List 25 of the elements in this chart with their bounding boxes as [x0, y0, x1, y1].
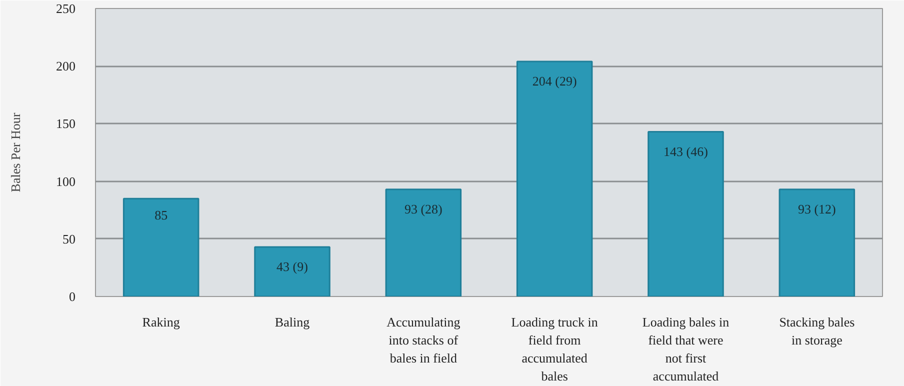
data-label: 93 (12)	[798, 201, 836, 216]
y-axis-title: Bales Per Hour	[8, 112, 23, 192]
data-label: 85	[154, 208, 168, 223]
data-label: 93 (28)	[404, 201, 442, 216]
y-tick-label: 50	[62, 231, 76, 246]
bar	[122, 198, 200, 296]
data-label: 204 (29)	[532, 73, 577, 88]
x-tick-label: Loading bales in field that were not first accumulated	[642, 314, 730, 384]
bar	[516, 60, 593, 296]
y-tick-label: 200	[56, 58, 76, 74]
bar	[254, 246, 330, 296]
bar	[385, 188, 462, 296]
x-tick-label: Loading truck in field from accumulated bales	[511, 314, 598, 384]
y-tick-label: 150	[56, 116, 76, 132]
x-tick-label: Raking	[142, 314, 180, 330]
y-tick-label: 0	[69, 289, 76, 304]
x-tick-label: Accumulating into stacks of bales in field	[386, 314, 461, 366]
y-tick-label: 250	[56, 1, 76, 16]
bar	[648, 131, 724, 296]
bar	[778, 188, 856, 296]
data-label: 143 (46)	[664, 144, 708, 159]
data-label: 43 (9)	[276, 258, 308, 274]
x-tick-label: Baling	[274, 314, 310, 330]
y-tick-label: 100	[56, 174, 76, 189]
x-tick-label: Stacking bales in storage	[779, 314, 855, 348]
